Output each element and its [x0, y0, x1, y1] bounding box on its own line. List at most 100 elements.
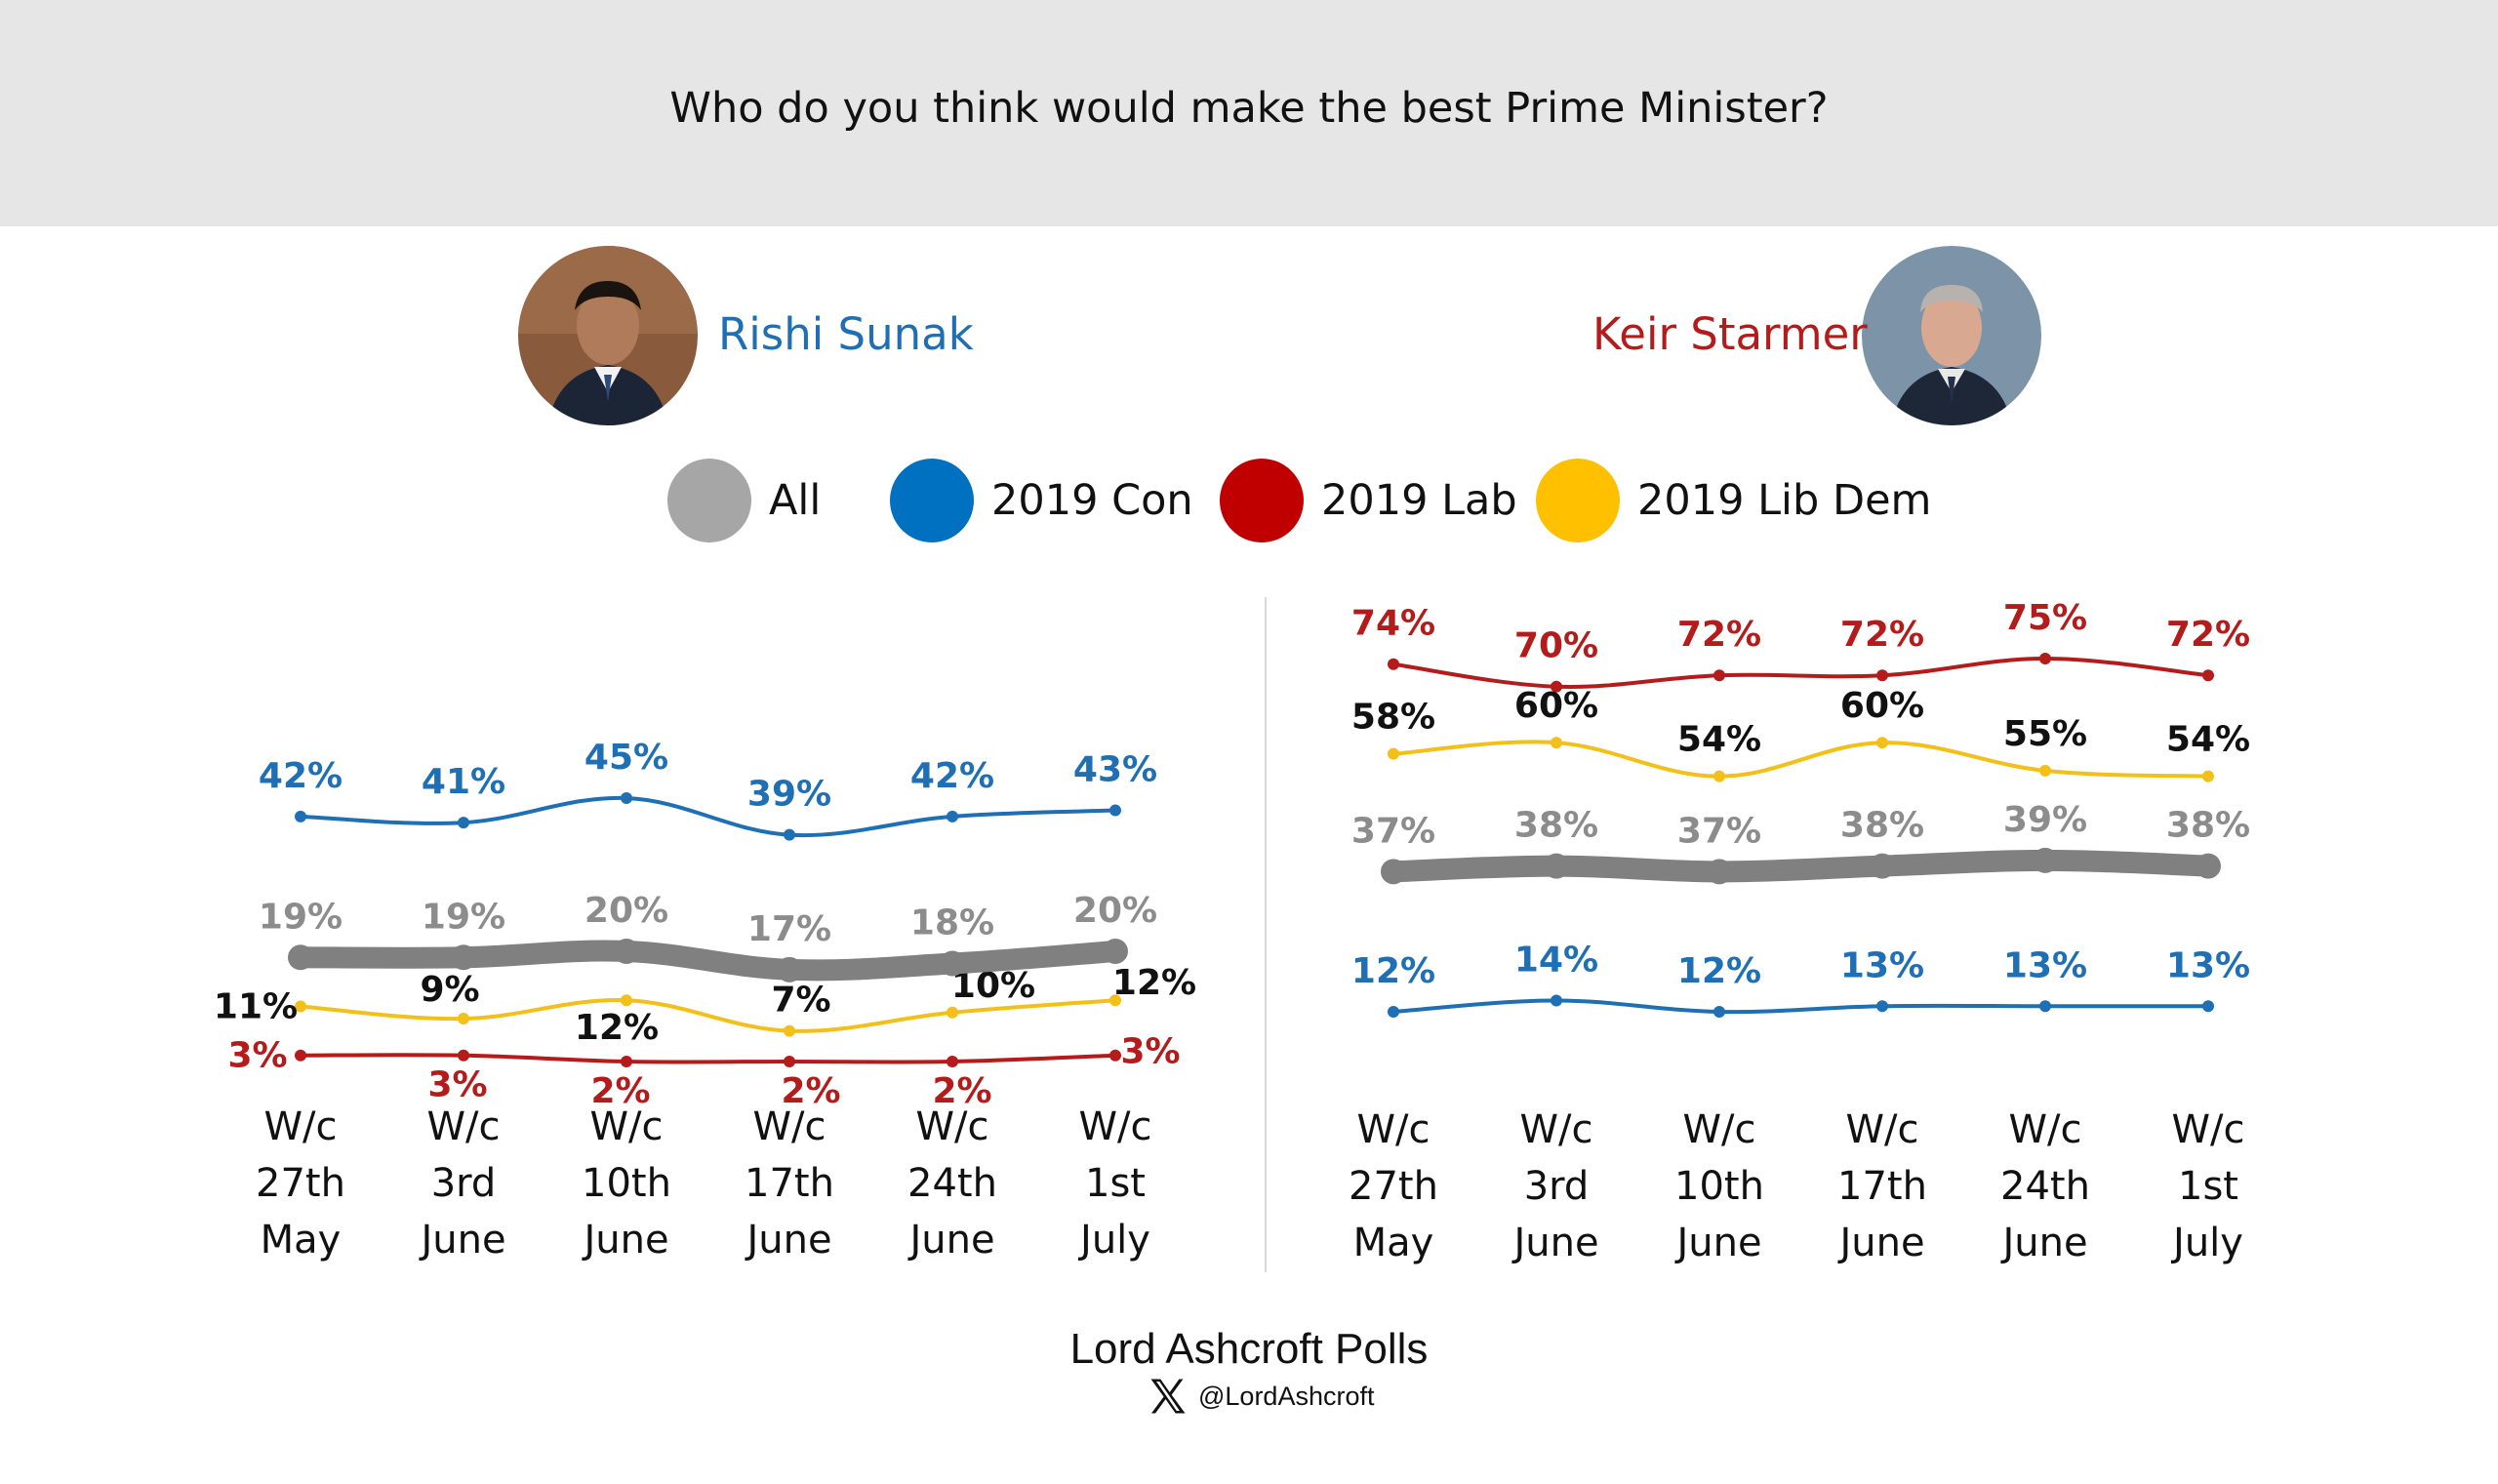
data-point-2019-con	[1713, 1006, 1725, 1018]
x-tick-label-line: June	[1999, 1221, 2087, 1265]
x-logo-icon	[1150, 1379, 1186, 1414]
x-tick-label: W/c 10th June	[1673, 1107, 1764, 1265]
x-tick-label-line: W/c	[1682, 1107, 1755, 1152]
data-point-2019-lab	[1109, 1049, 1121, 1062]
series-2019-con-sunak: 42% 41% 45% 39% 42% 43%	[259, 738, 1157, 841]
data-point-all	[614, 938, 639, 964]
keir-starmer-portrait	[1862, 246, 2041, 425]
data-label-2019-con: 41%	[422, 762, 505, 802]
x-tick-label-line: W/c	[752, 1104, 826, 1149]
data-label-all: 19%	[259, 897, 342, 937]
x-tick-label: W/c 27th May	[1349, 1107, 1438, 1265]
footer-handle-text: @LordAshcroft	[1198, 1381, 1375, 1411]
data-label-2019-lib-dem: 54%	[1677, 720, 1761, 760]
x-tick-label-line: W/c	[2008, 1107, 2081, 1152]
x-tick-label: W/c 3rd June	[418, 1104, 505, 1263]
series-line-2019-lab	[299, 1053, 1117, 1064]
data-label-2019-con: 13%	[1840, 945, 1924, 985]
data-point-all	[2033, 847, 2058, 873]
data-label-2019-con: 12%	[1351, 951, 1435, 991]
legend-item-2019-con: 2019 Con	[890, 459, 1193, 542]
data-label-2019-con: 14%	[1514, 941, 1598, 981]
data-label-2019-con: 43%	[1073, 750, 1157, 790]
x-tick-label-line: 1st	[1085, 1161, 1146, 1206]
data-point-all	[1544, 853, 1569, 879]
data-label-all: 39%	[2003, 800, 2087, 840]
data-point-2019-lab	[621, 1056, 632, 1067]
legend-label-2019-lib-dem: 2019 Lib Dem	[1637, 476, 1932, 525]
data-point-2019-lab	[458, 1049, 469, 1062]
chart-title: Who do you think would make the best Pri…	[669, 84, 1829, 133]
data-point-2019-lib-dem	[621, 994, 632, 1007]
data-point-2019-lab	[947, 1056, 958, 1067]
data-point-2019-lab	[295, 1049, 306, 1062]
legend-label-all: All	[769, 476, 822, 525]
series-all-sunak: 19% 19% 20% 17% 18% 20%	[259, 891, 1157, 983]
x-tick-label: W/c 10th June	[581, 1104, 671, 1263]
data-point-all	[1870, 853, 1895, 879]
chart-panel-sunak: 42% 41%45%39% 42% 43%11% 9%12%7% 10% 12%3%3% 2%…	[214, 738, 1196, 1263]
x-tick-label-line: W/c	[915, 1104, 988, 1149]
data-point-all	[2196, 853, 2221, 879]
data-point-2019-lib-dem	[1388, 747, 1399, 760]
data-point-2019-con	[1551, 994, 1562, 1007]
data-label-2019-lab: 72%	[1840, 615, 1924, 655]
legend: All 2019 Con 2019 Lab 2019 Lib Dem	[0, 459, 2498, 546]
data-label-2019-lab: 2%	[781, 1071, 840, 1111]
data-label-all: 38%	[1840, 806, 1924, 846]
series-line-2019-con	[1391, 998, 2210, 1015]
panel-divider	[1265, 597, 1267, 1272]
data-label-all: 37%	[1677, 811, 1761, 851]
x-tick-label-line: 10th	[582, 1161, 671, 1206]
x-tick-label-line: June	[1673, 1221, 1761, 1265]
data-point-2019-lib-dem	[2202, 770, 2214, 782]
data-label-all: 37%	[1351, 811, 1435, 851]
data-label-2019-lab: 3%	[427, 1065, 487, 1105]
legend-label-2019-lab: 2019 Lab	[1321, 476, 1517, 525]
data-label-all: 19%	[422, 897, 505, 937]
data-label-2019-lab: 70%	[1514, 626, 1598, 666]
x-tick-label-line: W/c	[1078, 1104, 1151, 1149]
data-point-2019-con	[1876, 1000, 1888, 1013]
x-tick-label: W/c 24th June	[907, 1104, 997, 1263]
data-point-2019-lab	[1551, 680, 1562, 693]
data-label-2019-con: 42%	[259, 756, 342, 796]
data-point-all	[288, 944, 313, 971]
data-point-2019-lib-dem	[1551, 737, 1562, 749]
data-label-2019-lib-dem: 12%	[575, 1008, 659, 1048]
data-label-2019-lib-dem: 60%	[1840, 686, 1924, 726]
data-point-2019-lab	[2039, 653, 2051, 664]
x-tick-label-line: W/c	[1356, 1107, 1430, 1152]
x-tick-label-line: 24th	[2000, 1164, 2090, 1209]
data-point-2019-con	[1388, 1006, 1399, 1018]
data-point-2019-lab	[1876, 669, 1888, 682]
data-label-2019-con: 42%	[910, 756, 994, 796]
data-label-2019-lab: 72%	[2166, 615, 2250, 655]
series-all-starmer: 37% 38% 37% 38% 39% 38%	[1351, 800, 2250, 885]
data-label-all: 18%	[910, 903, 994, 943]
legend-swatch-2019-con	[890, 459, 974, 542]
data-label-2019-lab: 3%	[227, 1036, 287, 1076]
data-point-all	[451, 944, 476, 971]
data-label-2019-lab: 74%	[1351, 604, 1435, 644]
x-tick-label: W/c 17th June	[1836, 1107, 1927, 1265]
candidate-name-starmer: Keir Starmer	[1592, 308, 1868, 360]
legend-swatch-2019-lib-dem	[1536, 459, 1620, 542]
data-label-all: 38%	[2166, 806, 2250, 846]
data-point-2019-lib-dem	[1713, 770, 1725, 782]
x-tick-label: W/c 17th June	[744, 1104, 834, 1263]
data-label-2019-con: 13%	[2003, 945, 2087, 985]
data-point-2019-con	[1109, 804, 1121, 817]
x-tick-label-line: 3rd	[1524, 1164, 1590, 1209]
x-tick-label-line: 10th	[1674, 1164, 1764, 1209]
data-point-all	[1381, 859, 1406, 885]
x-tick-label-line: 27th	[1349, 1164, 1438, 1209]
x-tick-label-line: 17th	[745, 1161, 834, 1206]
series-2019-con-starmer: 12% 14% 12% 13% 13% 13%	[1351, 941, 2250, 1018]
x-tick-label: W/c 1st July	[1077, 1104, 1151, 1263]
chart-panel-starmer: 74%70% 72% 72% 75% 72%58% 60%54%60%55% 54%12% 1…	[1349, 598, 2250, 1265]
x-tick-label-line: June	[1836, 1221, 1924, 1265]
series-line-all	[1383, 849, 2219, 883]
data-point-2019-lib-dem	[1876, 737, 1888, 749]
data-point-2019-lib-dem	[458, 1013, 469, 1025]
